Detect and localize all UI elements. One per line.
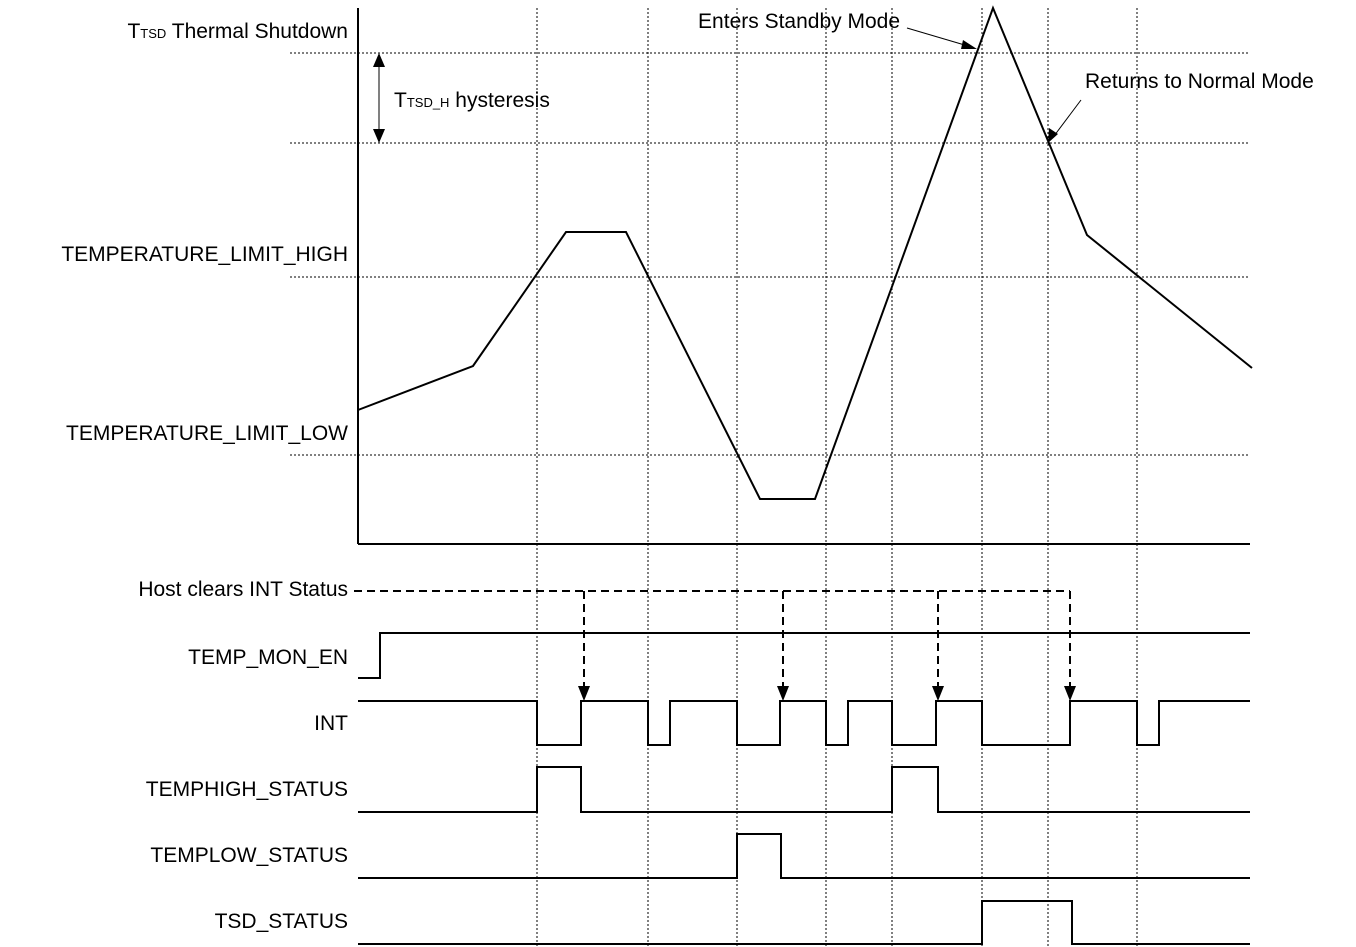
host-clears-signal <box>354 590 1076 701</box>
limit-high-label: TEMPERATURE_LIMIT_HIGH <box>61 243 348 266</box>
hysteresis-arrow <box>373 53 385 143</box>
tsd-status-label: TSD_STATUS <box>215 910 348 933</box>
temp-mon-en-label: TEMP_MON_EN <box>188 646 348 669</box>
temphigh-status-waveform <box>358 766 1250 813</box>
returns-normal-label: Returns to Normal Mode <box>1085 70 1314 93</box>
time-markers <box>536 8 1138 947</box>
int-waveform <box>358 700 1250 746</box>
temphigh-status-label: TEMPHIGH_STATUS <box>146 778 348 801</box>
hysteresis-label: TTSD_H hysteresis <box>394 89 550 112</box>
limit-low-label: TEMPERATURE_LIMIT_LOW <box>66 422 348 445</box>
temp-mon-en-waveform <box>358 632 1250 679</box>
templow-status-label: TEMPLOW_STATUS <box>150 844 348 867</box>
host-clears-label: Host clears INT Status <box>138 578 348 601</box>
int-label: INT <box>314 712 348 735</box>
tsd-status-waveform <box>358 900 1250 945</box>
tsd-label: TTSD Thermal Shutdown <box>127 20 348 43</box>
temperature-axes <box>357 8 1250 545</box>
enters-standby-arrow <box>906 27 977 49</box>
threshold-lines <box>290 52 1250 456</box>
returns-normal-arrow <box>1048 99 1082 143</box>
enters-standby-label: Enters Standby Mode <box>698 10 900 33</box>
temperature-curve <box>357 5 1253 500</box>
templow-status-waveform <box>358 833 1250 879</box>
